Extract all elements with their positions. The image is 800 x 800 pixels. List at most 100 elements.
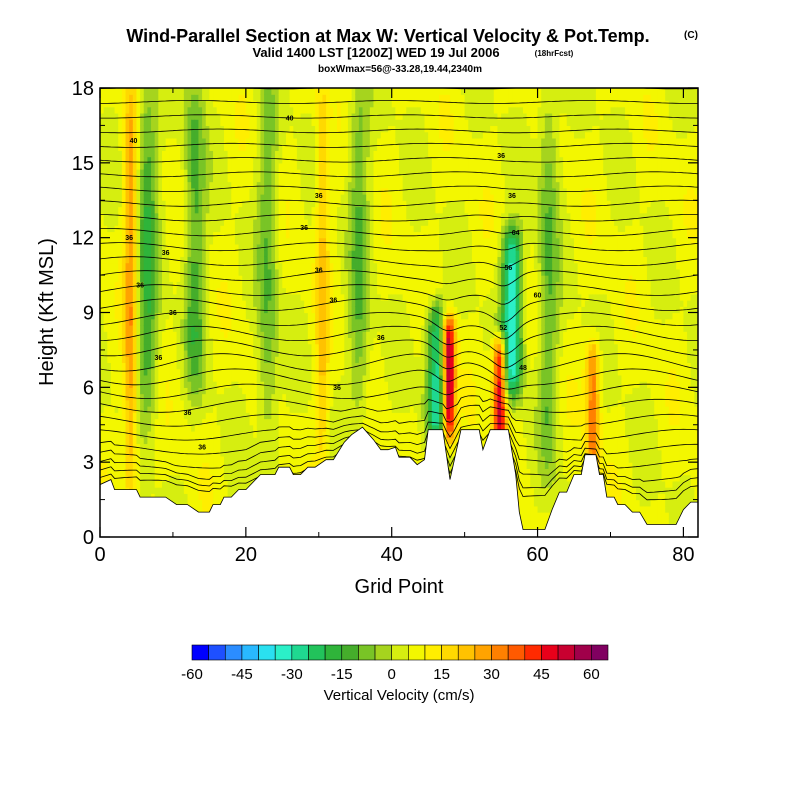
field-cell xyxy=(129,318,134,326)
field-cell xyxy=(275,243,280,251)
field-cell xyxy=(143,443,149,451)
field-cell xyxy=(205,381,210,388)
field-cell xyxy=(256,119,262,127)
field-cell xyxy=(154,169,159,176)
field-cell xyxy=(140,412,145,420)
field-cell xyxy=(307,381,313,388)
field-cell xyxy=(191,281,196,289)
field-cell xyxy=(285,206,291,214)
field-cell xyxy=(180,306,185,314)
field-cell xyxy=(140,243,145,251)
field-cell xyxy=(213,455,218,463)
field-cell xyxy=(147,412,152,420)
field-cell xyxy=(191,474,196,482)
field-cell xyxy=(322,268,327,276)
field-cell xyxy=(223,349,229,357)
field-cell xyxy=(125,424,130,432)
field-cell xyxy=(132,187,138,195)
field-cell xyxy=(205,100,210,108)
field-cell xyxy=(333,218,338,226)
field-cell xyxy=(264,468,269,476)
field-cell xyxy=(154,181,159,189)
field-cell xyxy=(322,250,327,257)
field-cell xyxy=(329,112,334,120)
field-cell xyxy=(293,212,298,220)
field-cell xyxy=(183,287,189,295)
field-cell xyxy=(202,150,207,158)
field-cell xyxy=(238,137,243,145)
field-cell xyxy=(307,112,313,120)
field-cell xyxy=(278,430,283,438)
field-cell xyxy=(296,387,302,395)
field-cell xyxy=(125,362,130,370)
field-cell xyxy=(121,324,127,332)
field-cell xyxy=(169,487,174,494)
field-cell xyxy=(176,480,181,488)
field-cell xyxy=(245,169,251,176)
field-cell xyxy=(158,393,163,401)
field-cell xyxy=(326,88,331,95)
field-cell xyxy=(165,337,170,345)
field-cell xyxy=(187,362,192,370)
field-cell xyxy=(202,337,207,345)
field-cell xyxy=(161,324,167,332)
field-cell xyxy=(187,162,192,170)
field-cell xyxy=(136,187,141,195)
field-cell xyxy=(264,412,269,420)
field-cell xyxy=(275,206,280,214)
field-cell xyxy=(326,94,331,102)
field-cell xyxy=(176,112,181,120)
field-cell xyxy=(267,187,272,195)
field-cell xyxy=(121,200,127,208)
field-cell xyxy=(318,437,324,445)
field-cell xyxy=(296,293,302,301)
field-cell xyxy=(151,106,156,114)
field-cell xyxy=(333,393,338,401)
field-cell xyxy=(180,125,185,133)
field-cell xyxy=(253,312,258,320)
field-cell xyxy=(129,237,134,245)
field-cell xyxy=(169,312,174,320)
field-cell xyxy=(121,343,127,351)
field-cell xyxy=(227,275,232,282)
field-cell xyxy=(322,175,327,183)
field-cell xyxy=(296,181,302,189)
field-cell xyxy=(296,356,302,363)
field-cell xyxy=(227,368,232,376)
field-cell xyxy=(114,112,119,120)
field-cell xyxy=(143,169,149,176)
field-cell xyxy=(285,175,291,183)
field-cell xyxy=(242,455,247,463)
field-cell xyxy=(100,387,105,395)
field-cell xyxy=(278,206,283,214)
field-cell xyxy=(344,218,349,226)
field-cell xyxy=(318,156,324,164)
field-cell xyxy=(100,412,105,420)
field-cell xyxy=(234,455,240,463)
field-cell xyxy=(151,206,156,214)
field-cell xyxy=(183,88,189,95)
field-cell xyxy=(318,368,324,376)
field-cell xyxy=(158,212,163,220)
field-cell xyxy=(169,250,174,257)
field-cell xyxy=(234,212,240,220)
field-cell xyxy=(180,349,185,357)
field-cell xyxy=(209,306,214,314)
field-cell xyxy=(337,349,342,357)
field-cell xyxy=(238,218,243,226)
field-cell xyxy=(191,493,196,501)
field-cell xyxy=(209,430,214,438)
field-cell xyxy=(227,356,232,363)
field-cell xyxy=(340,237,345,245)
field-cell xyxy=(260,250,265,257)
field-cell xyxy=(191,312,196,320)
field-cell xyxy=(256,468,262,476)
field-cell xyxy=(340,412,345,420)
field-cell xyxy=(264,306,269,314)
field-cell xyxy=(318,200,324,208)
field-cell xyxy=(347,243,353,251)
field-cell xyxy=(151,337,156,345)
field-cell xyxy=(315,194,320,201)
field-cell xyxy=(344,312,349,320)
field-cell xyxy=(311,312,316,320)
